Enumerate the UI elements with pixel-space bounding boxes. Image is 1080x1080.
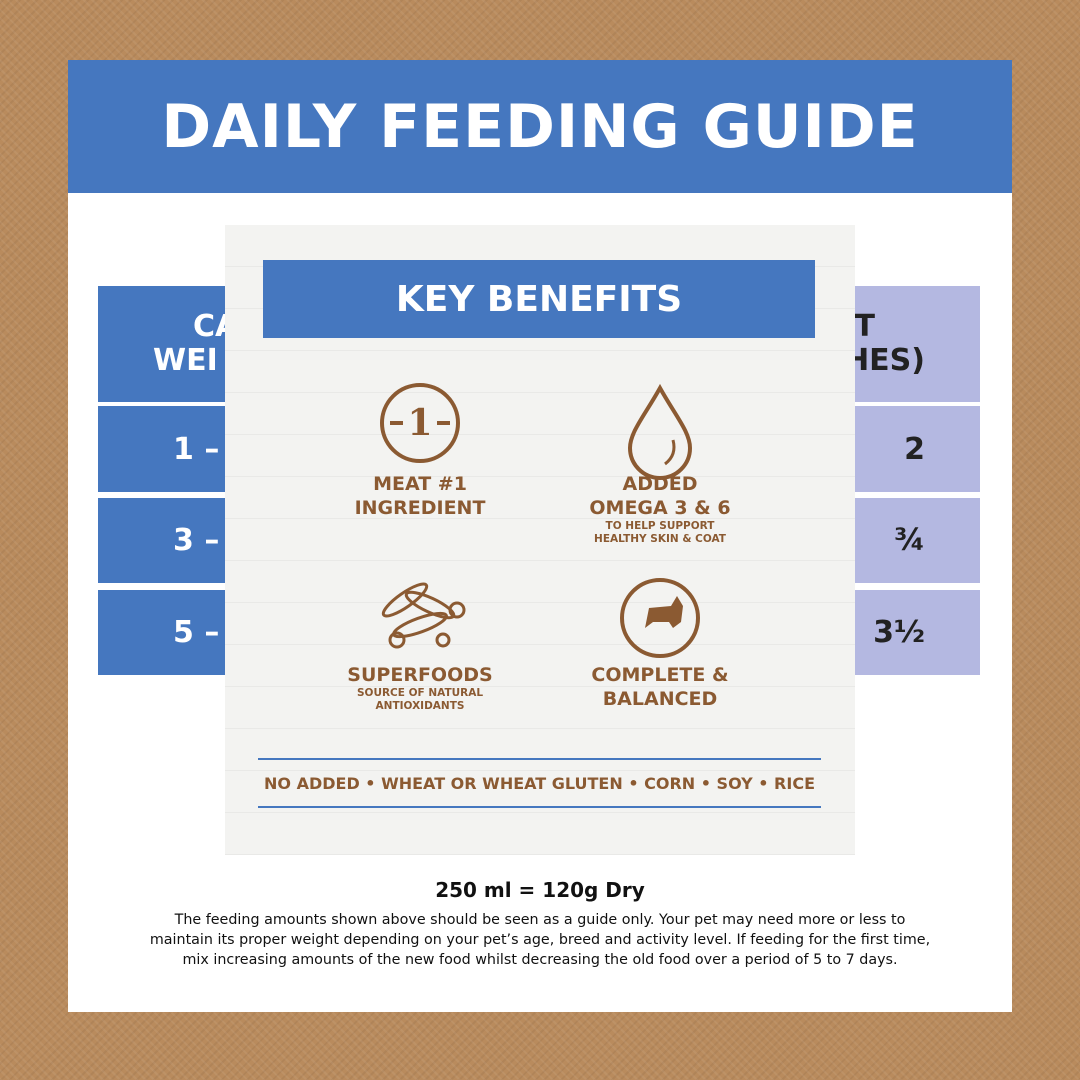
benefit: ADDED OMEGA 3 & 6 TO HELP SUPPORT HEALTH…	[540, 472, 780, 546]
note-line: The feeding amounts shown above should b…	[174, 912, 906, 928]
benefit: COMPLETE & BALANCED	[540, 663, 780, 711]
header-text: T	[854, 309, 875, 344]
benefit-text: OMEGA 3 & 6	[589, 497, 731, 519]
guide-title: DAILY FEEDING GUIDE	[68, 60, 1012, 193]
header-text: HES)	[844, 343, 925, 378]
benefit-subtext: HEALTHY SKIN & COAT	[594, 533, 726, 545]
benefit-subtext: ANTIOXIDANTS	[375, 700, 465, 712]
benefits-footer: NO ADDED • WHEAT OR WHEAT GLUTEN • CORN …	[258, 758, 821, 808]
benefit-text: MEAT #1	[373, 473, 467, 495]
benefit-icons: 1	[380, 383, 700, 658]
feeding-note: The feeding amounts shown above should b…	[0, 910, 1080, 970]
benefit-subtext: SOURCE OF NATURAL	[356, 687, 484, 699]
benefit: SUPERFOODS SOURCE OF NATURAL ANTIOXIDANT…	[300, 663, 540, 713]
benefit-text: BALANCED	[602, 688, 718, 710]
benefit-subtext: TO HELP SUPPORT	[605, 520, 715, 532]
icon-number: 1	[407, 402, 432, 444]
note-line: maintain its proper weight depending on …	[149, 932, 931, 948]
benefit-text: INGREDIENT	[354, 497, 486, 519]
header-text: WEI	[153, 343, 218, 378]
benefit-text: SUPERFOODS	[347, 664, 493, 686]
benefit: MEAT #1 INGREDIENT	[300, 472, 540, 520]
benefit-text: ADDED	[622, 473, 698, 495]
benefit-text: COMPLETE &	[591, 664, 729, 686]
measure-note: 250 ml = 120g Dry	[435, 878, 645, 902]
note-line: mix increasing amounts of the new food w…	[182, 952, 898, 968]
benefits-title: KEY BENEFITS	[263, 260, 815, 338]
